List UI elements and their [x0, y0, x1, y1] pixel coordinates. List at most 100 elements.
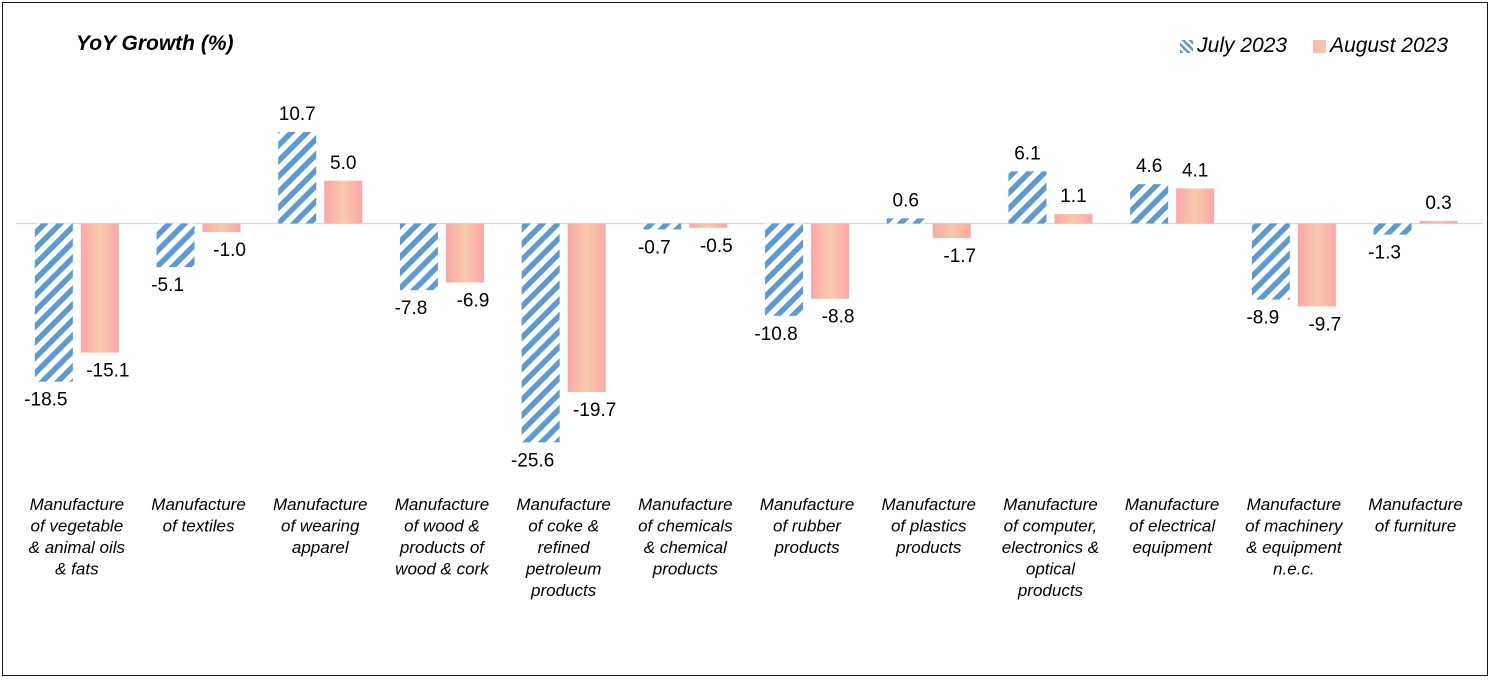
data-label-july: 4.6 [1136, 156, 1162, 177]
category-label: Manufacture of textiles [151, 495, 246, 536]
category-label-line: products [652, 560, 719, 579]
legend-item-july: July 2023 [1180, 34, 1287, 58]
bar-july [521, 223, 560, 443]
category-label-line: wood & cork [395, 560, 490, 579]
category-label-line: of rubber [773, 517, 842, 536]
category-label-line: Manufacture [1003, 495, 1098, 514]
bar-august [202, 223, 241, 233]
data-label-july: -18.5 [24, 390, 67, 411]
category-label-line: Manufacture [1247, 495, 1342, 514]
legend-item-august: August 2023 [1313, 34, 1448, 58]
category-label-line: & fats [55, 560, 99, 579]
category-label-line: of furniture [1375, 517, 1456, 536]
category-label: Manufacture of wearing apparel [273, 495, 368, 557]
bar-august [932, 223, 971, 239]
bar-august [445, 223, 484, 283]
category-label: Manufacture of coke & refined petroleum prod… [516, 495, 611, 600]
category-label-line: Manufacture [760, 495, 855, 514]
bar-july [1130, 184, 1169, 224]
category-label-line: n.e.c. [1273, 560, 1315, 579]
bar-july [399, 223, 438, 291]
data-label-july: -10.8 [754, 324, 797, 345]
bar-july [886, 218, 925, 224]
data-label-august: -1.7 [943, 246, 976, 267]
bar-august [1176, 188, 1215, 224]
category-label-line: of electrical [1129, 517, 1216, 536]
category-label-line: Manufacture [1368, 495, 1463, 514]
legend-swatch-july [1180, 39, 1194, 53]
data-label-july: 6.1 [1014, 143, 1040, 164]
data-label-august: -0.5 [700, 236, 733, 257]
data-label-august: -6.9 [457, 290, 490, 311]
category-label-line: of plastics [891, 517, 967, 536]
category-label: Manufacture of electrical equipment [1125, 495, 1220, 557]
data-label-august: -8.8 [822, 307, 855, 328]
data-label-august: 1.1 [1060, 186, 1086, 207]
category-label-line: of chemicals [638, 517, 733, 536]
data-label-august: -1.0 [213, 240, 246, 261]
category-label: Manufacture of chemicals & chemical product… [638, 495, 733, 579]
category-label-line: petroleum [525, 560, 602, 579]
bar-july [156, 223, 195, 268]
bar-july [765, 223, 804, 316]
data-label-july: -25.6 [511, 450, 554, 471]
bar-july [34, 223, 73, 382]
data-label-august: -9.7 [1308, 314, 1341, 335]
data-label-july: 10.7 [279, 104, 316, 125]
category-label-line: of wood & [404, 517, 480, 536]
category-label-line: Manufacture [1125, 495, 1220, 514]
category-label-line: products [895, 538, 962, 557]
data-label-july: -7.8 [395, 298, 428, 319]
category-label-line: electronics & [1002, 538, 1099, 557]
category-label: Manufacture of plastics products [882, 495, 977, 557]
bar-july [1251, 223, 1290, 300]
category-label-line: Manufacture [638, 495, 733, 514]
category-label: Manufacture of rubber products [760, 495, 855, 557]
category-label-line: products of [399, 538, 486, 557]
data-label-august: 0.3 [1425, 193, 1451, 214]
bar-august [1297, 223, 1336, 307]
category-label-line: products [773, 538, 840, 557]
bar-august [1054, 214, 1093, 224]
bar-august [567, 223, 606, 392]
category-label: Manufacture of computer, electronics & opti… [1002, 495, 1099, 600]
category-label-line: of computer, [1004, 517, 1098, 536]
data-label-july: -8.9 [1246, 308, 1279, 329]
category-label: Manufacture of wood & products of wood & co… [395, 495, 491, 579]
bar-july [1008, 171, 1047, 224]
category-label-line: & equipment [1246, 538, 1343, 557]
category-label-line: products [1017, 581, 1084, 600]
category-label-line: equipment [1132, 538, 1213, 557]
category-label: Manufacture of vegetable & animal oils & fa… [29, 495, 126, 579]
bar-august [811, 223, 850, 299]
category-label: Manufacture of furniture [1368, 495, 1463, 536]
bar-july [1373, 223, 1412, 235]
category-label-line: of coke & [528, 517, 599, 536]
data-label-july: -0.7 [638, 237, 671, 258]
data-label-august: 5.0 [330, 153, 356, 174]
data-label-july: -1.3 [1368, 243, 1401, 264]
category-label-line: apparel [292, 538, 350, 557]
legend-label-august: August 2023 [1330, 34, 1448, 57]
category-label-line: Manufacture [30, 495, 125, 514]
category-label-line: Manufacture [395, 495, 490, 514]
category-label-line: optical [1026, 560, 1076, 579]
category-label-line: of machinery [1245, 517, 1344, 536]
category-label-line: & animal oils [29, 538, 126, 557]
data-label-july: 0.6 [893, 190, 919, 211]
legend-label-july: July 2023 [1197, 34, 1288, 57]
data-label-august: 4.1 [1182, 160, 1208, 181]
category-label-line: products [530, 581, 597, 600]
category-label-line: Manufacture [516, 495, 611, 514]
category-label-line: Manufacture [882, 495, 977, 514]
bar-august [1419, 220, 1458, 224]
category-label-line: & chemical [644, 538, 728, 557]
category-label-line: refined [538, 538, 591, 557]
data-label-august: -19.7 [573, 400, 616, 421]
y-axis-label: YoY Growth (%) [76, 32, 234, 55]
category-label-line: of textiles [163, 517, 235, 536]
bar-august [689, 223, 728, 228]
data-label-july: -5.1 [151, 275, 184, 296]
